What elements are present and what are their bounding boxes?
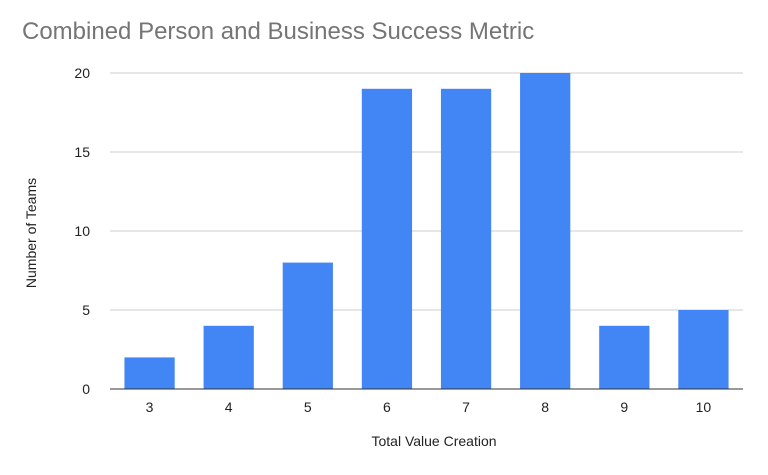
chart-title: Combined Person and Business Success Met… [22, 18, 535, 45]
x-axis-label: Total Value Creation [371, 433, 497, 449]
x-tick-label: 9 [620, 399, 628, 415]
bar-5 [282, 262, 333, 389]
bar-10 [678, 310, 729, 389]
y-tick-labels: 0 5 10 15 20 [74, 65, 90, 397]
y-tick-label: 10 [74, 223, 90, 239]
x-tick-label: 8 [541, 399, 549, 415]
bar-3 [124, 357, 175, 389]
bar-8 [520, 73, 571, 389]
bar-6 [361, 88, 413, 390]
y-tick-label: 5 [82, 302, 90, 318]
bar-4 [203, 325, 254, 389]
bars [124, 73, 729, 390]
y-tick-label: 20 [74, 65, 90, 81]
x-tick-label: 7 [462, 399, 470, 415]
x-tick-label: 6 [383, 399, 391, 415]
bar-7 [440, 88, 492, 390]
gridlines [110, 72, 743, 311]
x-tick-label: 3 [146, 399, 154, 415]
y-tick-label: 0 [82, 381, 90, 397]
x-tick-label: 4 [225, 399, 233, 415]
x-tick-label: 10 [696, 399, 712, 415]
x-tick-labels: 3 4 5 6 7 8 9 10 [146, 399, 712, 415]
y-tick-label: 15 [74, 144, 90, 160]
bar-9 [599, 325, 650, 389]
x-tick-label: 5 [304, 399, 312, 415]
